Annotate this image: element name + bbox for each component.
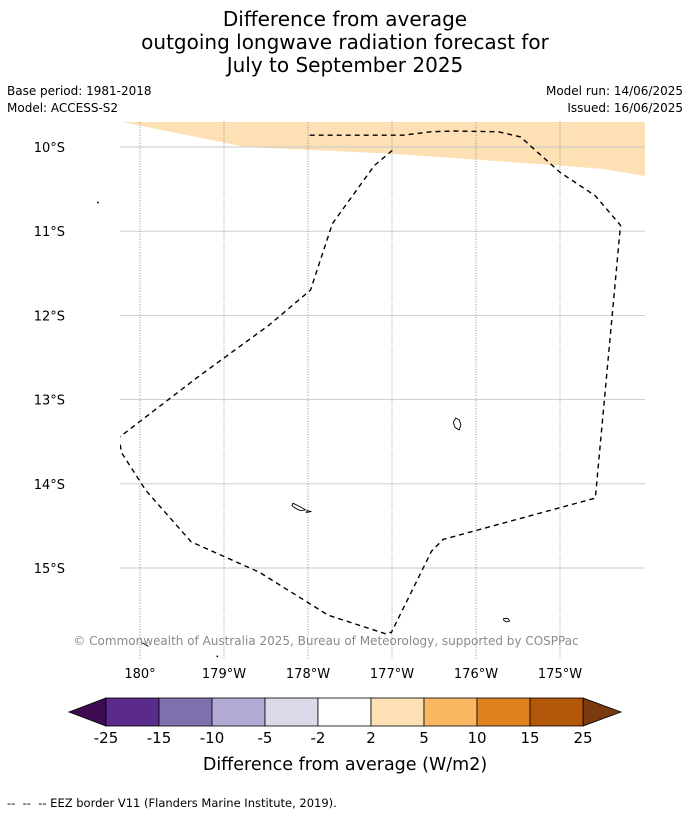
island-outline — [291, 502, 307, 512]
anomaly-region-2-to-5 — [122, 122, 645, 176]
lat-tick-label: 13°S — [34, 394, 65, 409]
lat-tick-label: 14°S — [34, 478, 65, 493]
colorbar-low-extend — [67, 697, 107, 727]
colorbar-tick-label: -10 — [200, 729, 225, 747]
colorbar-tick-label: -2 — [311, 729, 326, 747]
colorbar-tick-label: -15 — [147, 729, 172, 747]
lon-tick-label: 177°W — [370, 667, 414, 682]
colorbar-tick-label: 25 — [573, 729, 592, 747]
island-outline — [305, 510, 312, 513]
lat-tick-label: 10°S — [34, 141, 65, 156]
model-text: Model: ACCESS-S2 — [7, 101, 119, 115]
map-title: Difference from average outgoing longwav… — [0, 8, 690, 77]
colorbar-tick-label: 5 — [419, 729, 429, 747]
colorbar-bin — [158, 697, 213, 727]
title-line-1: Difference from average — [222, 7, 468, 31]
lon-tick-label: 175°W — [538, 667, 582, 682]
colorbar-tick-label: 2 — [366, 729, 376, 747]
island-outline — [452, 417, 462, 431]
metadata-right: Model run: 14/06/2025 Issued: 16/06/2025 — [546, 83, 683, 117]
metadata-left: Base period: 1981-2018 Model: ACCESS-S2 — [7, 83, 152, 117]
colorbar-high-extend — [582, 697, 623, 727]
colorbar-bin — [211, 697, 266, 727]
eez-footnote: -- -- -- EEZ border V11 (Flanders Marine… — [7, 796, 337, 810]
map-axes: 10°S 11°S 12°S 13°S 14°S 15°S 180° 179°W 178°W 17… — [34, 141, 583, 682]
model-run-text: Model run: 14/06/2025 — [545, 84, 683, 98]
colorbar-label: Difference from average (W/m2) — [203, 755, 487, 775]
title-line-2: outgoing longwave radiation forecast for — [141, 30, 549, 54]
base-period-text: Base period: 1981-2018 — [7, 84, 152, 98]
colorbar-bin — [105, 697, 160, 727]
colorbar-bin — [317, 697, 372, 727]
small-island-dot — [216, 655, 219, 658]
lat-tick-label: 12°S — [34, 309, 65, 324]
lat-tick-label: 11°S — [34, 225, 65, 240]
island-outline — [142, 642, 149, 647]
eez-border — [120, 130, 622, 635]
colorbar-tick-label: -5 — [258, 729, 273, 747]
colorbar-tick-label: -25 — [94, 729, 119, 747]
copyright-text: © Commonwealth of Australia 2025, Bureau… — [73, 634, 578, 648]
colorbar-bin — [264, 697, 319, 727]
title-line-3: July to September 2025 — [226, 53, 464, 77]
colorbar-bin — [529, 697, 584, 727]
map-figure: 10°S 11°S 12°S 13°S 14°S 15°S 180° 179°W 178°W 17… — [34, 122, 648, 775]
lat-tick-label: 15°S — [34, 562, 65, 577]
colorbar: -25 -15 -10 -5 -2 2 5 10 15 25 — [67, 697, 623, 747]
lon-tick-label: 179°W — [202, 667, 246, 682]
lon-tick-label: 178°W — [286, 667, 330, 682]
colorbar-bin — [423, 697, 478, 727]
lon-tick-label: 180° — [124, 667, 155, 682]
small-island-dot — [97, 201, 99, 204]
colorbar-tick-label: 10 — [467, 729, 486, 747]
island-outline — [503, 618, 511, 623]
colorbar-bin — [476, 697, 531, 727]
issued-text: Issued: 16/06/2025 — [567, 101, 683, 115]
colorbar-tick-label: 15 — [520, 729, 539, 747]
lon-tick-label: 176°W — [454, 667, 498, 682]
colorbar-bin — [370, 697, 425, 727]
map-plot-area[interactable] — [97, 122, 648, 660]
